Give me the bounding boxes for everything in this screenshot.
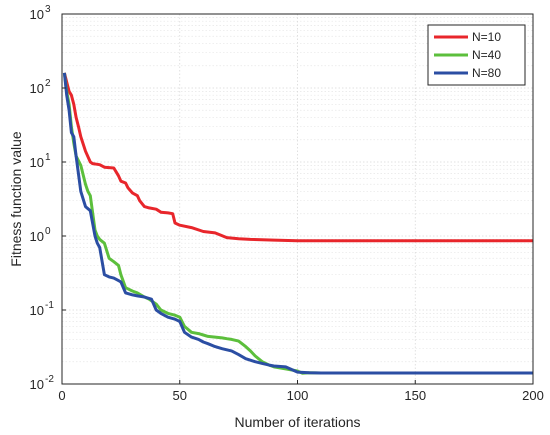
legend-label: N=10 [472, 30, 501, 44]
y-tick-exponent: 3 [45, 4, 51, 15]
legend: N=10 N=40 N=80 [427, 24, 526, 86]
x-tick-label: 150 [404, 388, 426, 403]
x-tick-label: 100 [287, 388, 309, 403]
series-lines [62, 72, 533, 375]
y-tick-label: 10 [30, 303, 44, 318]
y-tick-exponent: -2 [45, 374, 54, 385]
y-tick-label: 10 [30, 81, 44, 96]
y-tick-exponent: 1 [45, 152, 51, 163]
y-tick-exponent: 2 [45, 78, 51, 89]
x-axis-label: Number of iterations [234, 414, 360, 430]
series-line-n-80 [62, 72, 533, 375]
x-tick-label: 200 [522, 388, 544, 403]
legend-label: N=80 [472, 66, 501, 80]
y-tick-exponent: 0 [45, 226, 51, 237]
y-tick-label: 10 [30, 7, 44, 22]
x-tick-label: 50 [173, 388, 187, 403]
x-axis-ticks: 0 50 100 150 200 [58, 380, 544, 403]
y-axis-label: Fitness function value [8, 131, 24, 267]
x-tick-label: 0 [58, 388, 65, 403]
legend-label: N=40 [472, 48, 501, 62]
series-line-n-10 [62, 72, 533, 243]
y-tick-label: 10 [30, 229, 44, 244]
y-tick-label: 10 [30, 155, 44, 170]
y-tick-exponent: -1 [45, 300, 54, 311]
y-tick-label: 10 [30, 377, 44, 392]
